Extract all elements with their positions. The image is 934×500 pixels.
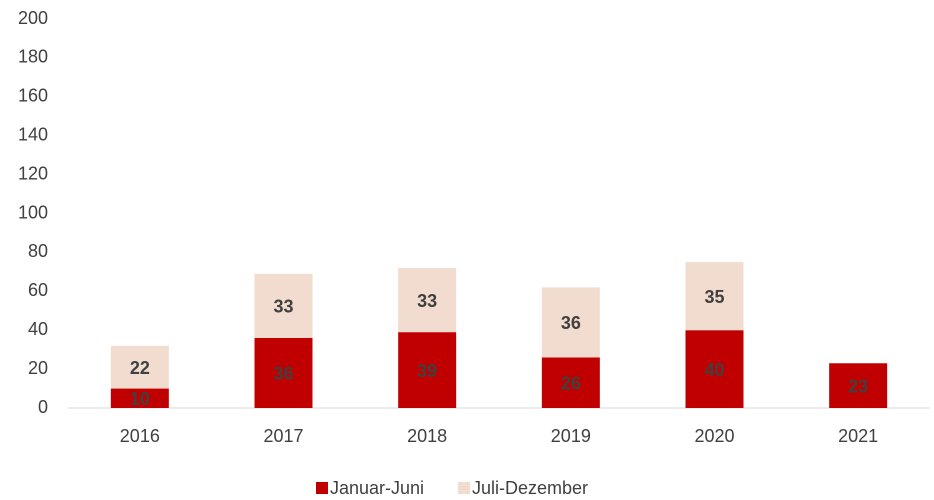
data-label: 36	[273, 364, 293, 384]
data-label: 33	[273, 297, 293, 317]
y-tick-label: 200	[18, 8, 48, 28]
legend-label: Juli-Dezember	[472, 478, 588, 498]
bar-segment	[110, 345, 169, 389]
y-tick-label: 140	[18, 124, 48, 144]
data-label: 26	[561, 373, 581, 393]
x-tick-label: 2020	[694, 426, 734, 446]
bar-segment	[829, 363, 888, 408]
x-tick-label: 2019	[551, 426, 591, 446]
bar-segment	[254, 337, 313, 408]
bar-segment	[541, 287, 600, 358]
data-label: 23	[848, 376, 868, 396]
data-label: 10	[130, 389, 150, 409]
bar-segment	[398, 332, 457, 408]
data-label: 22	[130, 358, 150, 378]
bar-segment	[685, 330, 744, 408]
data-label: 36	[561, 313, 581, 333]
y-tick-label: 0	[38, 397, 48, 417]
bar-segment	[685, 262, 744, 331]
y-tick-label: 100	[18, 202, 48, 222]
bar-segment	[541, 357, 600, 408]
y-tick-label: 40	[28, 319, 48, 339]
y-tick-label: 60	[28, 280, 48, 300]
legend-swatch	[458, 482, 470, 494]
y-tick-label: 20	[28, 358, 48, 378]
x-tick-label: 2018	[407, 426, 447, 446]
x-tick-label: 2017	[263, 426, 303, 446]
legend-label: Januar-Juni	[330, 478, 424, 498]
y-tick-label: 120	[18, 163, 48, 183]
y-tick-label: 180	[18, 47, 48, 67]
data-label: 35	[704, 287, 724, 307]
bar-segment	[398, 267, 457, 333]
y-tick-label: 160	[18, 86, 48, 106]
data-label: 40	[704, 360, 724, 380]
y-tick-label: 80	[28, 241, 48, 261]
legend-swatch	[316, 482, 328, 494]
data-label: 33	[417, 291, 437, 311]
data-label: 39	[417, 361, 437, 381]
bar-segment	[254, 273, 313, 338]
x-tick-label: 2016	[120, 426, 160, 446]
bar-segment	[110, 388, 169, 408]
x-tick-label: 2021	[838, 426, 878, 446]
